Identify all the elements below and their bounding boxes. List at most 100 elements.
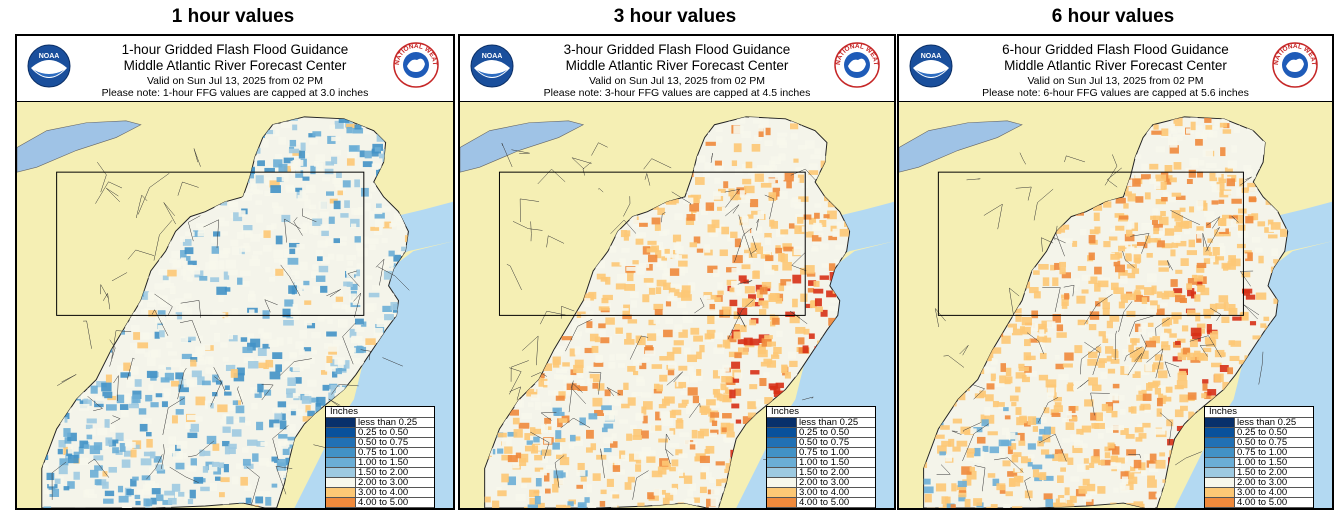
legend-item: 4.00 to 5.00 bbox=[767, 497, 875, 508]
panel-note: Please note: 6-hour FFG values are cappe… bbox=[982, 87, 1249, 99]
legend-item: 0.50 to 0.75 bbox=[1205, 437, 1313, 448]
legend-item: 1.00 to 1.50 bbox=[1205, 457, 1313, 468]
legend-swatch bbox=[326, 458, 356, 467]
legend-swatch bbox=[1205, 478, 1235, 487]
legend-swatch bbox=[326, 488, 356, 497]
legend-label: More than 5.00 bbox=[358, 508, 422, 509]
legend-swatch bbox=[1205, 428, 1235, 437]
state-boundary bbox=[937, 171, 1244, 316]
legend-swatch bbox=[326, 498, 356, 507]
legend-swatch bbox=[326, 468, 356, 477]
column-title-3hr: 3 hour values bbox=[613, 6, 737, 27]
panel-valid: Valid on Sun Jul 13, 2025 from 02 PM bbox=[146, 75, 324, 87]
ffg-panel-3hr: 3-hour Gridded Flash Flood Guidance Middl… bbox=[458, 34, 896, 510]
legend-label: 4.00 to 5.00 bbox=[1237, 497, 1288, 508]
lake bbox=[17, 120, 142, 173]
legend-item: 2.00 to 3.00 bbox=[326, 477, 434, 488]
panel-center: Middle Atlantic River Forecast Center bbox=[565, 58, 789, 73]
legend-item: less than 0.25 bbox=[767, 417, 875, 428]
legend-label: 2.00 to 3.00 bbox=[1237, 477, 1288, 488]
legend-title: Inches bbox=[330, 406, 358, 417]
panel-valid: Valid on Sun Jul 13, 2025 from 02 PM bbox=[1027, 75, 1204, 87]
legend-label: More than 5.00 bbox=[799, 508, 863, 509]
panel-header: 1-hour Gridded Flash Flood Guidance Middl… bbox=[17, 36, 453, 102]
legend-label: 1.50 to 2.00 bbox=[358, 467, 409, 478]
legend-item: 1.00 to 1.50 bbox=[767, 457, 875, 468]
noaa-logo-text: NOAA bbox=[39, 53, 60, 60]
legend-label: 0.25 to 0.50 bbox=[1237, 427, 1288, 438]
legend-item: 0.25 to 0.50 bbox=[1205, 427, 1313, 438]
panel-title: 3-hour Gridded Flash Flood Guidance bbox=[563, 42, 791, 57]
legend-item: 3.00 to 4.00 bbox=[326, 487, 434, 498]
legend-swatch bbox=[767, 468, 797, 477]
legend-swatch bbox=[1205, 458, 1235, 467]
legend-label: 0.75 to 1.00 bbox=[799, 447, 850, 458]
panel-center: Middle Atlantic River Forecast Center bbox=[123, 58, 347, 73]
legend-item: 1.50 to 2.00 bbox=[1205, 467, 1313, 478]
legend-item: More than 5.00 bbox=[767, 507, 875, 509]
legend-item: 1.50 to 2.00 bbox=[767, 467, 875, 478]
legend-title: Inches bbox=[1209, 406, 1237, 417]
legend-swatch bbox=[326, 428, 356, 437]
legend: Inches less than 0.25 0.25 to 0.50 0.50 to … bbox=[766, 406, 876, 509]
legend-item: 0.25 to 0.50 bbox=[767, 427, 875, 438]
legend-swatch bbox=[767, 428, 797, 437]
county-borders bbox=[501, 142, 817, 500]
legend-label: 0.75 to 1.00 bbox=[358, 447, 409, 458]
lake bbox=[460, 120, 585, 173]
county-borders bbox=[934, 152, 1264, 502]
legend-label: More than 5.00 bbox=[1237, 508, 1301, 509]
panel-title: 6-hour Gridded Flash Flood Guidance bbox=[1002, 42, 1229, 57]
legend-title: Inches bbox=[771, 406, 799, 417]
legend-item: 4.00 to 5.00 bbox=[1205, 497, 1313, 508]
legend-label: 3.00 to 4.00 bbox=[358, 487, 409, 498]
state-boundary bbox=[56, 171, 365, 316]
panel-header: 6-hour Gridded Flash Flood Guidance Middl… bbox=[899, 36, 1332, 102]
legend-swatch bbox=[767, 478, 797, 487]
legend-label: 1.50 to 2.00 bbox=[1237, 467, 1288, 478]
legend-item: 0.25 to 0.50 bbox=[326, 427, 434, 438]
legend-swatch bbox=[326, 478, 356, 487]
column-title-1hr: 1 hour values bbox=[171, 6, 295, 27]
legend-label: 4.00 to 5.00 bbox=[799, 497, 850, 508]
noaa-logo-icon: NOAA bbox=[909, 44, 953, 88]
legend-item: less than 0.25 bbox=[1205, 417, 1313, 428]
legend-label: 0.25 to 0.50 bbox=[358, 427, 409, 438]
legend-item: less than 0.25 bbox=[326, 417, 434, 428]
legend-label: 2.00 to 3.00 bbox=[358, 477, 409, 488]
legend-item: 4.00 to 5.00 bbox=[326, 497, 434, 508]
legend-swatch bbox=[326, 448, 356, 457]
legend-swatch bbox=[767, 458, 797, 467]
legend-label: 1.00 to 1.50 bbox=[358, 457, 409, 468]
legend-swatch bbox=[1205, 438, 1235, 447]
legend-swatch bbox=[767, 438, 797, 447]
legend-item: 0.75 to 1.00 bbox=[1205, 447, 1313, 458]
legend: Inches less than 0.25 0.25 to 0.50 0.50 to … bbox=[1204, 406, 1314, 509]
legend-label: 0.50 to 0.75 bbox=[358, 437, 409, 448]
panel-valid: Valid on Sun Jul 13, 2025 from 02 PM bbox=[588, 75, 766, 87]
legend-item: 2.00 to 3.00 bbox=[767, 477, 875, 488]
nws-logo-icon: NATIONAL WEATHER SERVICE bbox=[1272, 42, 1318, 88]
legend-swatch bbox=[1205, 488, 1235, 497]
noaa-logo-text: NOAA bbox=[482, 53, 503, 60]
legend-swatch bbox=[767, 498, 797, 507]
legend-label: 0.50 to 0.75 bbox=[1237, 437, 1288, 448]
legend-swatch bbox=[1205, 418, 1235, 427]
ffg-panel-1hr: 1-hour Gridded Flash Flood Guidance Middl… bbox=[15, 34, 455, 510]
nws-logo-icon: NATIONAL WEATHER SERVICE bbox=[393, 42, 439, 88]
legend-label: 4.00 to 5.00 bbox=[358, 497, 409, 508]
ffg-panel-6hr: 6-hour Gridded Flash Flood Guidance Middl… bbox=[897, 34, 1334, 510]
panel-header: 3-hour Gridded Flash Flood Guidance Middl… bbox=[460, 36, 894, 102]
legend-label: 0.50 to 0.75 bbox=[799, 437, 850, 448]
legend-swatch bbox=[767, 488, 797, 497]
noaa-logo-text: NOAA bbox=[921, 53, 942, 60]
legend-label: 1.00 to 1.50 bbox=[799, 457, 850, 468]
legend-item: More than 5.00 bbox=[326, 507, 434, 509]
noaa-logo-icon: NOAA bbox=[27, 44, 71, 88]
legend-swatch bbox=[326, 418, 356, 427]
legend-item: 1.50 to 2.00 bbox=[326, 467, 434, 478]
legend-swatch bbox=[1205, 448, 1235, 457]
legend-swatch bbox=[767, 418, 797, 427]
legend-label: less than 0.25 bbox=[799, 417, 859, 428]
legend-item: 0.50 to 0.75 bbox=[767, 437, 875, 448]
